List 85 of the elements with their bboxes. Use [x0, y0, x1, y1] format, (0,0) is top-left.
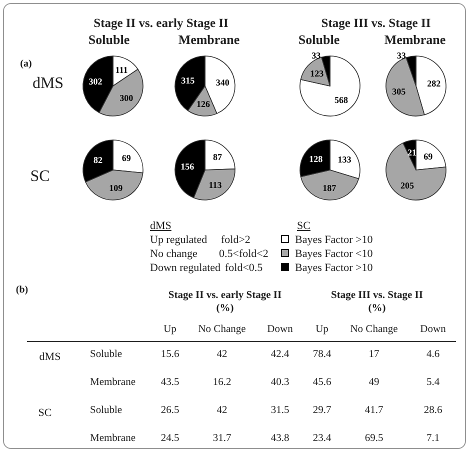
- text: 15.6: [160, 349, 180, 361]
- text: 28.6: [424, 405, 442, 417]
- data-label: 111: [115, 65, 128, 76]
- text: SC: [297, 220, 310, 232]
- text: 45.6: [312, 377, 332, 389]
- text: fold<0.5: [225, 262, 263, 274]
- data-label: 82: [93, 155, 103, 166]
- data-label: 33: [396, 50, 406, 60]
- text: 0.5<fold<2: [219, 248, 268, 260]
- data-label: 69: [122, 152, 132, 163]
- text: 16.2: [212, 377, 232, 389]
- text: 26.5: [160, 405, 180, 417]
- data-label: 302: [88, 76, 103, 87]
- text: 41.7: [364, 405, 384, 417]
- text: 5.4: [426, 377, 440, 389]
- data-label: 123: [310, 68, 324, 79]
- text: fold>2: [221, 234, 250, 246]
- data-label: 187: [322, 182, 337, 193]
- text: 78.4: [312, 349, 332, 361]
- text: Stage III vs. Stage II: [321, 16, 431, 31]
- data-label: 156: [180, 162, 195, 172]
- data-label: 282: [427, 78, 442, 88]
- text: Soluble: [298, 32, 340, 48]
- text: (a): [20, 58, 32, 70]
- category-label: Up: [164, 324, 176, 336]
- text: Down regulated: [150, 262, 221, 274]
- data-label: 568: [334, 95, 349, 106]
- text: 69.5: [364, 433, 384, 445]
- text: Membrane: [178, 32, 240, 48]
- text: 7.1: [426, 433, 440, 445]
- text: 43.8: [270, 433, 290, 445]
- data-label: 305: [392, 86, 406, 96]
- text: Bayes Factor <10: [295, 248, 373, 260]
- text: 17: [368, 349, 380, 361]
- text: 43.5: [160, 377, 180, 389]
- data-label: 33: [312, 50, 322, 60]
- text: SC: [30, 168, 50, 186]
- text: Bayes Factor >10: [295, 262, 373, 274]
- data-label: 340: [216, 77, 230, 88]
- text: dMS: [39, 350, 61, 364]
- data-label: 300: [120, 92, 134, 103]
- text: No change: [150, 248, 198, 260]
- text: (%): [216, 303, 234, 315]
- text: (b): [16, 284, 28, 296]
- text: Up regulated: [150, 234, 208, 246]
- text: Soluble: [88, 32, 130, 48]
- category-label: No Change: [350, 324, 398, 336]
- category-label: Soluble: [90, 405, 122, 416]
- text: 40.3: [270, 377, 290, 389]
- category-label: Down: [267, 324, 293, 336]
- text: 42: [216, 405, 228, 417]
- data-label: 21: [408, 147, 418, 158]
- text: Stage III vs. Stage II: [331, 290, 423, 302]
- text: 42.4: [270, 349, 290, 361]
- category-label: No Change: [198, 324, 246, 336]
- data-label: 128: [309, 154, 324, 164]
- data-label: 205: [400, 180, 414, 191]
- category-label: Up: [316, 324, 328, 336]
- text: 49: [368, 377, 380, 389]
- text: Bayes Factor >10: [295, 234, 373, 246]
- data-label: 315: [181, 76, 196, 86]
- text: Stage II vs. early Stage II: [94, 16, 228, 31]
- text: 31.7: [212, 433, 232, 445]
- text: 23.4: [312, 433, 332, 445]
- text: 31.5: [270, 405, 290, 417]
- data-label: 87: [213, 152, 222, 162]
- text: 42: [216, 349, 228, 361]
- text: SC: [38, 406, 52, 420]
- data-label: 133: [338, 154, 352, 164]
- data-label: 126: [196, 98, 210, 109]
- data-label: 113: [208, 180, 222, 190]
- text: Stage II vs. early Stage II: [168, 290, 282, 302]
- category-label: Soluble: [90, 349, 122, 360]
- category-label: Down: [420, 324, 446, 336]
- text: 24.5: [160, 433, 180, 445]
- category-label: Membrane: [90, 433, 136, 444]
- text: dMS: [32, 75, 64, 93]
- text: (%): [368, 303, 386, 315]
- category-label: Membrane: [90, 377, 136, 388]
- text: 29.7: [312, 405, 332, 417]
- data-label: 109: [109, 182, 124, 193]
- text: Membrane: [384, 32, 446, 48]
- text: dMS: [150, 220, 172, 232]
- data-label: 69: [424, 152, 434, 162]
- text: 4.6: [426, 349, 440, 361]
